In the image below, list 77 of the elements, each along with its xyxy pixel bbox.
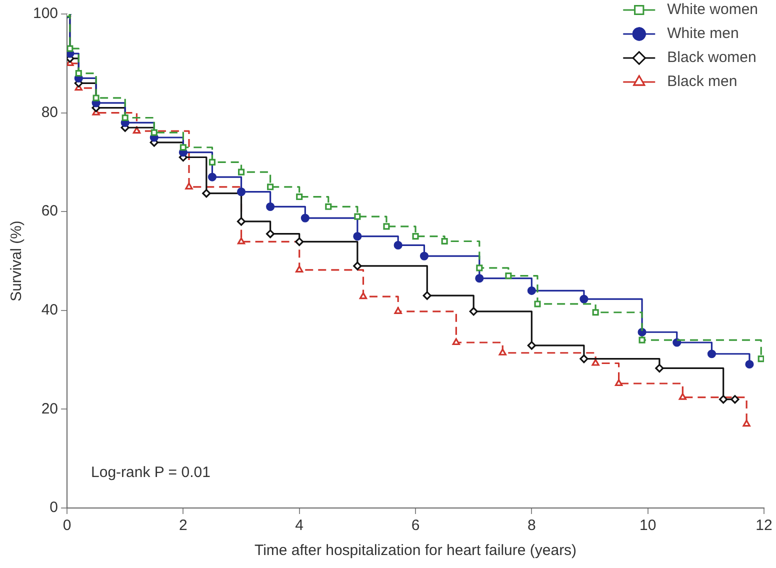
point xyxy=(678,393,687,400)
legend-label: Black women xyxy=(667,49,756,66)
point xyxy=(638,336,646,344)
point xyxy=(420,252,429,260)
point xyxy=(185,182,193,190)
y-tick-label: 60 xyxy=(41,202,58,220)
x-tick-label: 2 xyxy=(179,517,188,534)
point xyxy=(745,360,754,369)
point xyxy=(452,338,460,346)
point xyxy=(719,395,728,404)
annotation: Log-rank P = 0.01 xyxy=(91,464,210,482)
point xyxy=(296,266,304,272)
point xyxy=(730,395,740,404)
y-axis-title: Survival (%) xyxy=(8,220,26,302)
point xyxy=(614,379,623,386)
y-tick-label: 80 xyxy=(41,104,58,121)
point xyxy=(383,223,390,230)
point xyxy=(353,262,362,270)
point xyxy=(92,94,100,102)
y-tick-label: 20 xyxy=(41,400,58,418)
point xyxy=(592,309,599,316)
point xyxy=(527,286,536,295)
point xyxy=(758,356,764,362)
point xyxy=(325,203,332,210)
point xyxy=(592,358,600,366)
point xyxy=(150,129,158,136)
point xyxy=(354,213,361,220)
point xyxy=(267,184,274,190)
point xyxy=(422,291,432,300)
point xyxy=(236,217,246,226)
point xyxy=(394,240,402,250)
point xyxy=(742,420,750,427)
point xyxy=(300,214,310,222)
point xyxy=(534,300,541,308)
point xyxy=(122,114,128,122)
point xyxy=(180,144,186,151)
x-tick-label: 10 xyxy=(639,517,656,534)
y-tick-label: 100 xyxy=(32,5,58,22)
x-tick-label: 8 xyxy=(528,517,536,534)
point xyxy=(295,237,304,246)
point xyxy=(527,341,536,350)
point xyxy=(238,168,245,176)
legend-label: White men xyxy=(667,25,739,42)
point xyxy=(580,294,588,304)
point xyxy=(580,354,588,364)
point xyxy=(505,272,512,280)
point xyxy=(75,70,82,77)
point xyxy=(394,307,402,314)
point xyxy=(412,233,419,240)
point xyxy=(67,45,74,52)
point xyxy=(266,230,275,238)
y-tick-label: 0 xyxy=(50,499,58,516)
point xyxy=(707,350,716,358)
point xyxy=(359,292,368,300)
x-tick-label: 12 xyxy=(756,517,772,534)
point xyxy=(498,348,506,356)
x-tick-label: 0 xyxy=(62,517,72,534)
x-tick-label: 6 xyxy=(411,517,420,534)
point xyxy=(353,232,362,241)
point xyxy=(202,189,211,198)
point xyxy=(475,274,484,283)
point xyxy=(237,237,246,244)
point xyxy=(469,307,478,316)
point xyxy=(132,126,141,134)
point xyxy=(266,202,275,211)
y-tick-label: 40 xyxy=(41,302,58,319)
x-axis-title: Time after hospitalization for heart failure (years) xyxy=(254,542,577,560)
legend-label: White women xyxy=(667,1,758,18)
legend-label: Black men xyxy=(667,73,738,90)
x-tick-label: 4 xyxy=(295,517,304,534)
point xyxy=(476,264,483,272)
point xyxy=(655,364,664,372)
point xyxy=(208,158,216,166)
point xyxy=(441,238,448,245)
point xyxy=(236,188,246,196)
point xyxy=(208,172,217,182)
point xyxy=(296,194,303,200)
